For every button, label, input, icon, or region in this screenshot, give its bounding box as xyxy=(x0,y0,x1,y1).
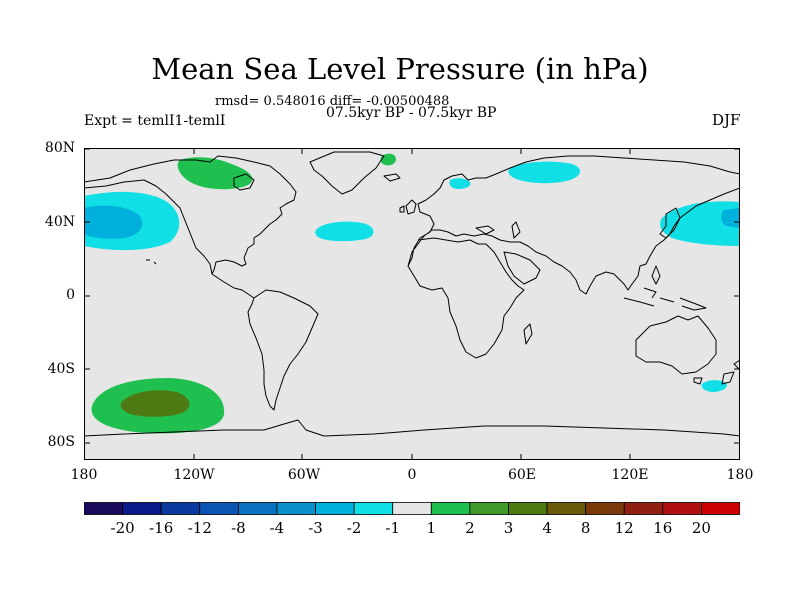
lon-label-180e: 180 xyxy=(726,467,754,483)
colorbar-swatch xyxy=(392,502,432,515)
lon-label-0: 0 xyxy=(407,467,417,483)
colorbar-swatch xyxy=(237,502,278,515)
lon-ticks-top xyxy=(193,148,631,154)
anomaly-arctic-siberia xyxy=(508,161,581,184)
colorbar-swatch xyxy=(276,502,316,515)
colorbar xyxy=(84,502,740,515)
coast-greenland xyxy=(309,151,385,195)
lon-label-60w: 60W xyxy=(287,467,321,483)
season-label: DJF xyxy=(712,111,741,129)
coast-hudson-bay xyxy=(233,173,255,191)
colorbar-swatch xyxy=(662,502,702,515)
period-label: 07.5kyr BP - 07.5kyr BP xyxy=(326,105,497,121)
colorbar-label: 8 xyxy=(580,519,591,537)
lon-label-180w: 180 xyxy=(70,467,98,483)
anomaly-south-pacific-core xyxy=(120,390,190,417)
coast-new-zealand xyxy=(721,359,740,385)
coast-black-caspian xyxy=(475,221,521,239)
anomaly-nw-pacific-core xyxy=(721,208,740,228)
colorbar-label: -12 xyxy=(187,519,212,537)
colorbar-label: -16 xyxy=(149,519,174,537)
chart-title: Mean Sea Level Pressure (in hPa) xyxy=(151,52,649,86)
coast-philippines xyxy=(651,265,661,285)
colorbar-swatch xyxy=(508,502,548,515)
coast-mediterranean xyxy=(417,237,479,245)
colorbar-label: 4 xyxy=(542,519,552,537)
coast-british-isles xyxy=(399,199,417,215)
colorbar-label: 20 xyxy=(691,519,711,537)
anomaly-greenland xyxy=(380,153,396,166)
colorbar-label: 16 xyxy=(653,519,673,537)
lon-label-60e: 60E xyxy=(507,467,537,483)
coast-antarctica xyxy=(84,419,740,437)
lat-label-80n: 80N xyxy=(44,140,75,156)
coast-tasmania xyxy=(693,377,703,385)
coast-central-america xyxy=(211,273,255,299)
lon-label-120w: 120W xyxy=(173,467,215,483)
coast-arabia xyxy=(503,251,541,285)
experiment-label: Expt = temlI1-temlI xyxy=(84,113,226,129)
coast-indonesia xyxy=(623,287,707,311)
coast-australia xyxy=(635,315,717,375)
colorbar-label: 3 xyxy=(503,519,514,537)
lat-label-80s: 80S xyxy=(47,434,75,450)
colorbar-label: -8 xyxy=(231,519,246,537)
colorbar-swatch xyxy=(469,502,509,515)
colorbar-label: -1 xyxy=(385,519,400,537)
anomaly-north-atlantic xyxy=(315,221,374,242)
coast-madagascar xyxy=(523,323,533,345)
lat-label-40s: 40S xyxy=(47,361,75,377)
colorbar-swatch xyxy=(623,502,664,515)
colorbar-label: 2 xyxy=(465,519,475,537)
coast-hawaii xyxy=(146,259,157,265)
map-frame xyxy=(84,148,740,460)
coast-iceland xyxy=(383,173,401,182)
lon-label-120e: 120E xyxy=(611,467,649,483)
colorbar-label: -4 xyxy=(269,519,285,537)
colorbar-swatch xyxy=(430,502,471,515)
coast-africa xyxy=(407,243,525,359)
anomaly-scandinavia xyxy=(449,178,471,189)
anomaly-sw-pacific xyxy=(701,380,727,392)
anomaly-layer xyxy=(84,153,740,434)
colorbar-swatch xyxy=(122,502,162,515)
colorbar-swatch xyxy=(199,502,239,515)
anomaly-north-pacific-core xyxy=(84,205,143,239)
world-map xyxy=(84,148,740,460)
colorbar-swatch xyxy=(84,502,123,515)
lat-label-40n: 40N xyxy=(44,214,75,230)
colorbar-swatch xyxy=(315,502,355,515)
colorbar-swatch xyxy=(353,502,394,515)
coast-south-america xyxy=(247,289,319,411)
colorbar-label: -20 xyxy=(110,519,135,537)
colorbar-label: 12 xyxy=(614,519,634,537)
rmsd-diff-label: rmsd= 0.548016 diff= -0.00500488 xyxy=(215,94,450,109)
anomaly-nw-pacific xyxy=(660,201,740,246)
coast-north-america xyxy=(84,155,297,275)
colorbar-swatch xyxy=(160,502,201,515)
colorbar-swatch xyxy=(546,502,587,515)
colorbar-label: 1 xyxy=(426,519,437,537)
colorbar-swatch xyxy=(585,502,625,515)
colorbar-label: -3 xyxy=(308,519,323,537)
lat-label-0: 0 xyxy=(66,287,75,303)
coastlines xyxy=(84,151,740,437)
colorbar-label: -2 xyxy=(346,519,362,537)
tick-marks xyxy=(84,148,740,460)
coast-japan xyxy=(659,207,681,239)
lon-ticks-bottom xyxy=(84,454,740,460)
colorbar-swatch xyxy=(701,502,740,515)
